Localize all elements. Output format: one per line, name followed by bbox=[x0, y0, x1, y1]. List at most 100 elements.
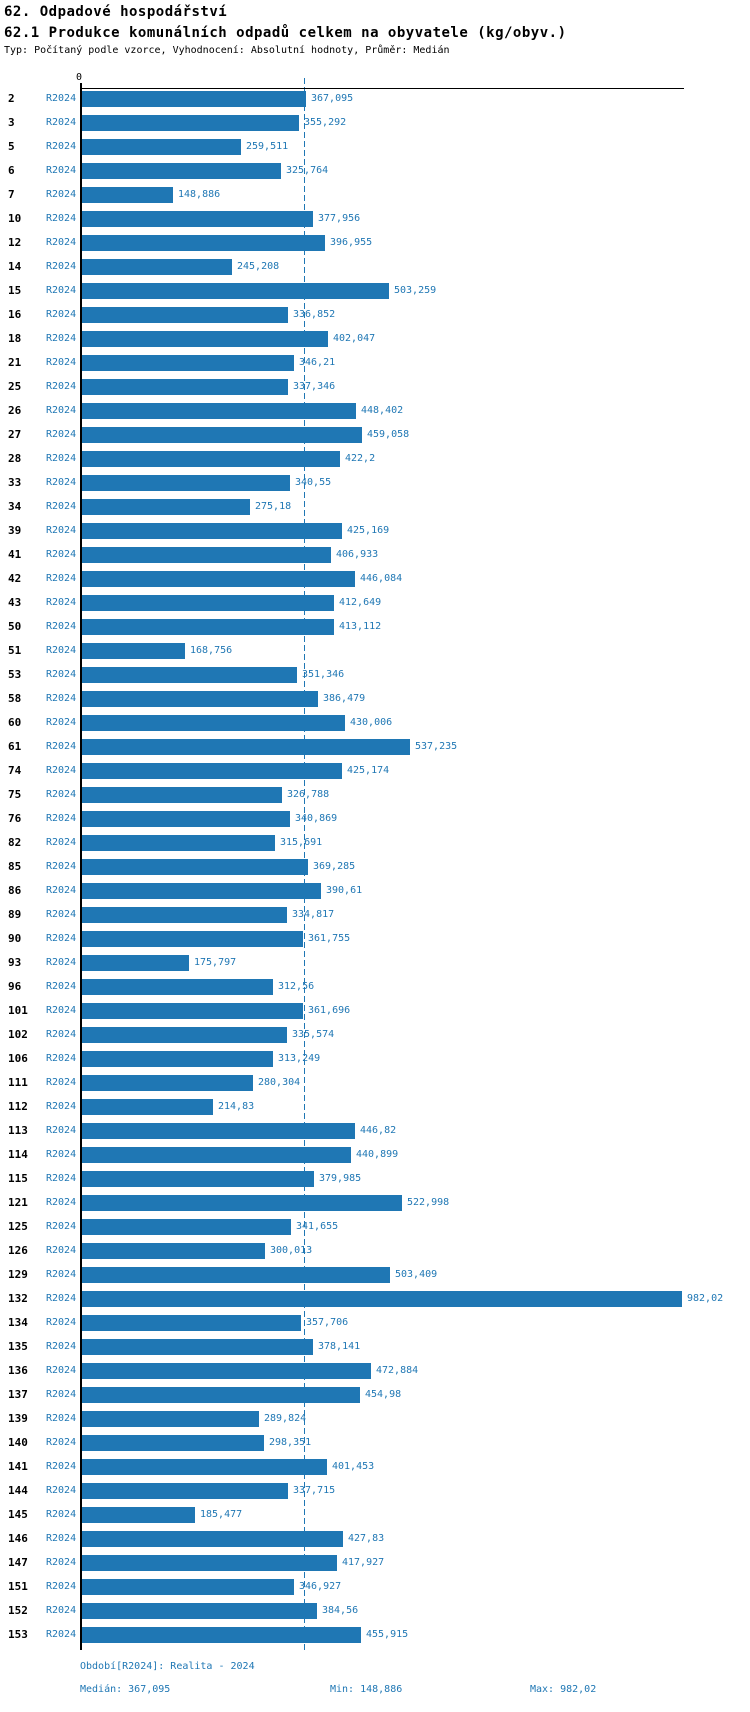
bar[interactable] bbox=[82, 787, 282, 803]
chart-row: 129 R2024 503,409 bbox=[0, 1267, 750, 1283]
bar[interactable] bbox=[82, 1291, 682, 1307]
bar-value-label: 185,477 bbox=[200, 1509, 243, 1520]
bar[interactable] bbox=[82, 1483, 288, 1499]
bar[interactable] bbox=[82, 667, 297, 683]
bar[interactable] bbox=[82, 427, 362, 443]
bar[interactable] bbox=[82, 1123, 355, 1139]
bar[interactable] bbox=[82, 643, 185, 659]
row-series-label: R2024 bbox=[46, 1173, 77, 1184]
row-id-label: 102 bbox=[8, 1028, 28, 1041]
bar[interactable] bbox=[82, 691, 318, 707]
chart-row: 26 R2024 448,402 bbox=[0, 403, 750, 419]
row-id-label: 126 bbox=[8, 1244, 28, 1257]
bar[interactable] bbox=[82, 1027, 287, 1043]
chart-row: 115 R2024 379,985 bbox=[0, 1171, 750, 1187]
row-series-label: R2024 bbox=[46, 1629, 77, 1640]
bar[interactable] bbox=[82, 475, 290, 491]
bar[interactable] bbox=[82, 91, 306, 107]
bar[interactable] bbox=[82, 835, 275, 851]
bar[interactable] bbox=[82, 547, 331, 563]
bar[interactable] bbox=[82, 523, 342, 539]
bar[interactable] bbox=[82, 187, 173, 203]
bar[interactable] bbox=[82, 1507, 195, 1523]
bar[interactable] bbox=[82, 979, 273, 995]
chart-row: 137 R2024 454,98 bbox=[0, 1387, 750, 1403]
bar[interactable] bbox=[82, 1363, 371, 1379]
bar[interactable] bbox=[82, 259, 232, 275]
bar[interactable] bbox=[82, 1459, 327, 1475]
bar[interactable] bbox=[82, 595, 334, 611]
bar[interactable] bbox=[82, 1003, 303, 1019]
row-id-label: 151 bbox=[8, 1580, 28, 1593]
row-id-label: 82 bbox=[8, 836, 22, 849]
bar[interactable] bbox=[82, 1387, 360, 1403]
chart-row: 136 R2024 472,884 bbox=[0, 1363, 750, 1379]
bar[interactable] bbox=[82, 931, 303, 947]
row-series-label: R2024 bbox=[46, 957, 77, 968]
bar[interactable] bbox=[82, 907, 287, 923]
row-series-label: R2024 bbox=[46, 453, 77, 464]
page-meta: Typ: Počítaný podle vzorce, Vyhodnocení:… bbox=[4, 45, 450, 56]
row-id-label: 132 bbox=[8, 1292, 28, 1305]
row-series-label: R2024 bbox=[46, 501, 77, 512]
bar[interactable] bbox=[82, 739, 410, 755]
bar[interactable] bbox=[82, 859, 308, 875]
bar[interactable] bbox=[82, 1555, 337, 1571]
bar[interactable] bbox=[82, 1195, 402, 1211]
bar[interactable] bbox=[82, 139, 241, 155]
bar[interactable] bbox=[82, 1531, 343, 1547]
row-series-label: R2024 bbox=[46, 429, 77, 440]
row-id-label: 125 bbox=[8, 1220, 28, 1233]
bar[interactable] bbox=[82, 1219, 291, 1235]
row-series-label: R2024 bbox=[46, 165, 77, 176]
bar[interactable] bbox=[82, 1267, 390, 1283]
bar-value-label: 455,915 bbox=[366, 1629, 409, 1640]
row-id-label: 101 bbox=[8, 1004, 28, 1017]
bar[interactable] bbox=[82, 499, 250, 515]
bar[interactable] bbox=[82, 955, 189, 971]
bar[interactable] bbox=[82, 1099, 213, 1115]
bar[interactable] bbox=[82, 571, 355, 587]
bar[interactable] bbox=[82, 1315, 301, 1331]
bar-value-label: 312,56 bbox=[278, 981, 315, 992]
row-id-label: 18 bbox=[8, 332, 22, 345]
bar[interactable] bbox=[82, 115, 299, 131]
bar[interactable] bbox=[82, 307, 288, 323]
bar[interactable] bbox=[82, 811, 290, 827]
chart-row: 34 R2024 275,18 bbox=[0, 499, 750, 515]
bar[interactable] bbox=[82, 355, 294, 371]
bar[interactable] bbox=[82, 1051, 273, 1067]
bar[interactable] bbox=[82, 619, 334, 635]
row-id-label: 25 bbox=[8, 380, 22, 393]
chart-row: 76 R2024 340,869 bbox=[0, 811, 750, 827]
bar[interactable] bbox=[82, 211, 313, 227]
row-series-label: R2024 bbox=[46, 309, 77, 320]
bar[interactable] bbox=[82, 379, 288, 395]
row-id-label: 113 bbox=[8, 1124, 28, 1137]
bar[interactable] bbox=[82, 883, 321, 899]
bar-value-label: 259,511 bbox=[246, 141, 289, 152]
bar[interactable] bbox=[82, 1603, 317, 1619]
bar[interactable] bbox=[82, 1579, 294, 1595]
bar[interactable] bbox=[82, 1411, 259, 1427]
bar[interactable] bbox=[82, 715, 345, 731]
bar-value-label: 522,998 bbox=[407, 1197, 450, 1208]
bar[interactable] bbox=[82, 1243, 265, 1259]
bar[interactable] bbox=[82, 1171, 314, 1187]
bar[interactable] bbox=[82, 283, 389, 299]
row-id-label: 14 bbox=[8, 260, 22, 273]
bar[interactable] bbox=[82, 331, 328, 347]
chart-row: 141 R2024 401,453 bbox=[0, 1459, 750, 1475]
bar[interactable] bbox=[82, 451, 340, 467]
bar[interactable] bbox=[82, 163, 281, 179]
bar[interactable] bbox=[82, 1627, 361, 1643]
row-series-label: R2024 bbox=[46, 1269, 77, 1280]
bar[interactable] bbox=[82, 403, 356, 419]
bar[interactable] bbox=[82, 1147, 351, 1163]
bar[interactable] bbox=[82, 235, 325, 251]
bar[interactable] bbox=[82, 1339, 313, 1355]
bar[interactable] bbox=[82, 1075, 253, 1091]
bar[interactable] bbox=[82, 1435, 264, 1451]
bar[interactable] bbox=[82, 763, 342, 779]
row-id-label: 5 bbox=[8, 140, 15, 153]
